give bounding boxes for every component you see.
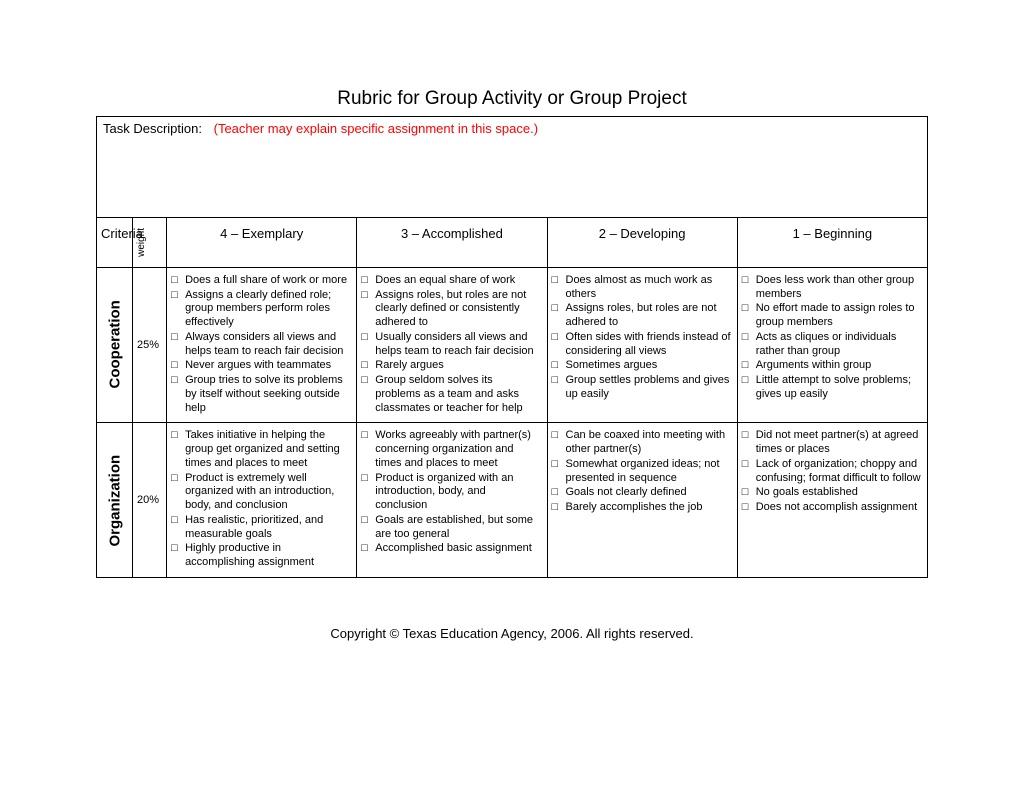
list-item: Takes initiative in helping the group ge… — [171, 429, 350, 470]
list-item: Little attempt to solve problems; gives … — [742, 374, 921, 402]
list-item: Product is organized with an introductio… — [361, 472, 540, 513]
list-item: Group seldom solves its problems as a te… — [361, 374, 540, 415]
list-item: Often sides with friends instead of cons… — [552, 331, 731, 359]
criteria-label-organization: Organization — [97, 423, 133, 578]
list-item: No effort made to assign roles to group … — [742, 302, 921, 330]
list-item: Did not meet partner(s) at agreed times … — [742, 429, 921, 457]
list-item: No goals established — [742, 486, 921, 500]
organization-level-4: Takes initiative in helping the group ge… — [167, 423, 357, 578]
list-item: Does almost as much work as others — [552, 274, 731, 302]
list-item: Does a full share of work or more — [171, 274, 350, 288]
list-item: Group settles problems and gives up easi… — [552, 374, 731, 402]
list-item: Usually considers all views and helps te… — [361, 331, 540, 359]
rubric-table: Task Description: (Teacher may explain s… — [96, 116, 928, 578]
level-header-1: 1 – Beginning — [737, 218, 927, 268]
criteria-header: Criteria — [97, 218, 133, 268]
list-item: Lack of organization; choppy and confusi… — [742, 458, 921, 486]
task-description-label: Task Description: — [103, 121, 202, 136]
list-item: Arguments within group — [742, 359, 921, 373]
list-item: Can be coaxed into meeting with other pa… — [552, 429, 731, 457]
organization-level-2: Can be coaxed into meeting with other pa… — [547, 423, 737, 578]
list-item: Assigns roles, but roles are not adhered… — [552, 302, 731, 330]
cooperation-level-2: Does almost as much work as others Assig… — [547, 267, 737, 423]
page-title: Rubric for Group Activity or Group Proje… — [96, 88, 928, 110]
task-description-row: Task Description: (Teacher may explain s… — [97, 117, 928, 218]
level-header-2: 2 – Developing — [547, 218, 737, 268]
weight-organization: 20% — [133, 423, 167, 578]
list-item: Highly productive in accomplishing assig… — [171, 542, 350, 570]
criteria-row-organization: Organization 20% Takes initiative in hel… — [97, 423, 928, 578]
weight-cooperation: 25% — [133, 267, 167, 423]
criteria-row-cooperation: Cooperation 25% Does a full share of wor… — [97, 267, 928, 423]
organization-level-1: Did not meet partner(s) at agreed times … — [737, 423, 927, 578]
list-item: Has realistic, prioritized, and measurab… — [171, 514, 350, 542]
task-description-hint: (Teacher may explain specific assignment… — [214, 121, 538, 136]
level-header-3: 3 – Accomplished — [357, 218, 547, 268]
list-item: Never argues with teammates — [171, 359, 350, 373]
list-item: Does less work than other group members — [742, 274, 921, 302]
list-item: Goals not clearly defined — [552, 486, 731, 500]
level-header-4: 4 – Exemplary — [167, 218, 357, 268]
list-item: Product is extremely well organized with… — [171, 472, 350, 513]
page-container: Rubric for Group Activity or Group Proje… — [0, 0, 1024, 641]
list-item: Does not accomplish assignment — [742, 501, 921, 515]
list-item: Somewhat organized ideas; not presented … — [552, 458, 731, 486]
task-description-cell: Task Description: (Teacher may explain s… — [97, 117, 928, 218]
cooperation-level-3: Does an equal share of work Assigns role… — [357, 267, 547, 423]
organization-level-3: Works agreeably with partner(s) concerni… — [357, 423, 547, 578]
list-item: Works agreeably with partner(s) concerni… — [361, 429, 540, 470]
list-item: Sometimes argues — [552, 359, 731, 373]
cooperation-level-4: Does a full share of work or more Assign… — [167, 267, 357, 423]
list-item: Assigns roles, but roles are not clearly… — [361, 289, 540, 330]
cooperation-level-1: Does less work than other group members … — [737, 267, 927, 423]
list-item: Barely accomplishes the job — [552, 501, 731, 515]
list-item: Assigns a clearly defined role; group me… — [171, 289, 350, 330]
list-item: Acts as cliques or individuals rather th… — [742, 331, 921, 359]
list-item: Does an equal share of work — [361, 274, 540, 288]
list-item: Accomplished basic assignment — [361, 542, 540, 556]
criteria-label-cooperation: Cooperation — [97, 267, 133, 423]
copyright-text: Copyright © Texas Education Agency, 2006… — [96, 626, 928, 641]
list-item: Always considers all views and helps tea… — [171, 331, 350, 359]
list-item: Goals are established, but some are too … — [361, 514, 540, 542]
weight-header-label: weight — [137, 226, 147, 259]
weight-header: weight — [133, 218, 167, 268]
list-item: Group tries to solve its problems by its… — [171, 374, 350, 415]
list-item: Rarely argues — [361, 359, 540, 373]
header-row: Criteria weight 4 – Exemplary 3 – Accomp… — [97, 218, 928, 268]
